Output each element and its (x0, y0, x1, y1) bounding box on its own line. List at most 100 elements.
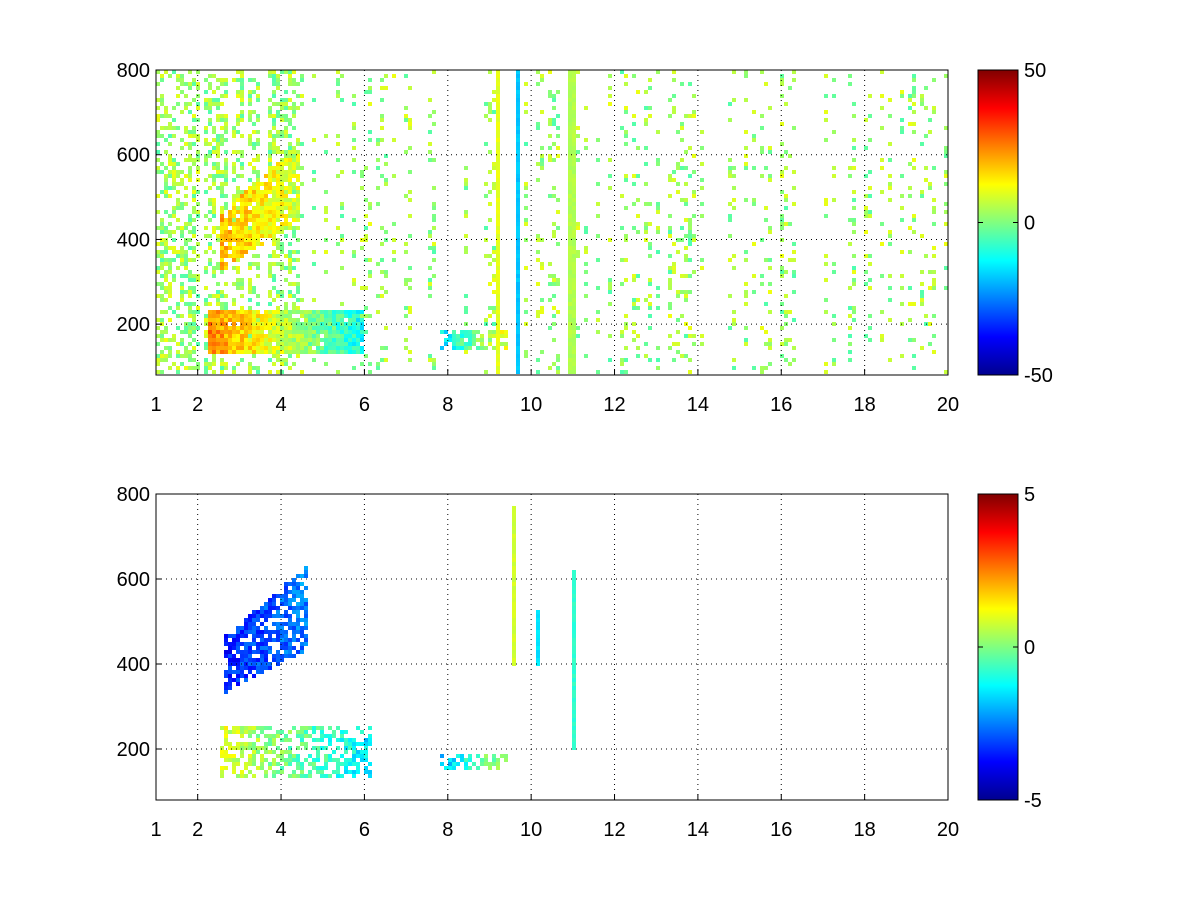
heatmap-cell (368, 738, 372, 742)
heatmap-cell (452, 330, 456, 334)
heatmap-cell (212, 266, 216, 270)
heatmap-cell (852, 206, 856, 210)
heatmap-cell (792, 70, 796, 74)
heatmap-cell (160, 94, 164, 98)
heatmap-cell (460, 346, 464, 350)
heatmap-cell (288, 82, 292, 86)
heatmap-cell (276, 202, 280, 206)
heatmap-cell (284, 158, 288, 162)
heatmap-cell (180, 274, 184, 278)
heatmap-cell (280, 202, 284, 206)
heatmap-cell (304, 642, 308, 646)
heatmap-cell (496, 118, 500, 122)
heatmap-cell (688, 222, 692, 226)
heatmap-cell (556, 146, 560, 150)
heatmap-cell (160, 310, 164, 314)
heatmap-cell (488, 342, 492, 346)
heatmap-cell (732, 206, 736, 210)
heatmap-cell (264, 342, 268, 346)
heatmap-cell (236, 150, 240, 154)
heatmap-cell (276, 746, 280, 750)
heatmap-cell (196, 82, 200, 86)
heatmap-cell (172, 174, 176, 178)
heatmap-cell (232, 746, 236, 750)
heatmap-cell (284, 342, 288, 346)
heatmap-cell (176, 302, 180, 306)
colorbar-tick-label: 5 (1024, 484, 1035, 506)
heatmap-cell (220, 214, 224, 218)
heatmap-cell (728, 118, 732, 122)
heatmap-cell (648, 106, 652, 110)
heatmap-cell (512, 662, 516, 666)
heatmap-cell (172, 214, 176, 218)
heatmap-cell (256, 618, 260, 622)
heatmap-cell (572, 230, 576, 234)
heatmap-cell (408, 198, 412, 202)
heatmap-cell (344, 310, 348, 314)
heatmap-cell (188, 70, 192, 74)
heatmap-cell (280, 770, 284, 774)
heatmap-cell (848, 82, 852, 86)
heatmap-cell (236, 230, 240, 234)
heatmap-cell (428, 234, 432, 238)
heatmap-cell (292, 362, 296, 366)
x-tick-label: 12 (603, 394, 625, 416)
heatmap-cell (348, 322, 352, 326)
heatmap-cell (292, 626, 296, 630)
heatmap-cell (512, 622, 516, 626)
heatmap-cell (432, 110, 436, 114)
heatmap-cell (340, 738, 344, 742)
heatmap-cell (184, 350, 188, 354)
heatmap-cell (308, 734, 312, 738)
heatmap-cell (332, 770, 336, 774)
heatmap-cell (496, 302, 500, 306)
heatmap-cell (296, 650, 300, 654)
heatmap-cell (644, 222, 648, 226)
heatmap-cell (572, 294, 576, 298)
heatmap-cell (248, 314, 252, 318)
heatmap-cell (228, 650, 232, 654)
heatmap-cell (216, 234, 220, 238)
heatmap-cell (452, 338, 456, 342)
heatmap-cell (248, 318, 252, 322)
heatmap-cell (252, 330, 256, 334)
heatmap-cell (224, 738, 228, 742)
heatmap-cell (292, 170, 296, 174)
heatmap-cell (496, 146, 500, 150)
heatmap-cell (336, 310, 340, 314)
heatmap-cell (256, 322, 260, 326)
heatmap-cell (404, 250, 408, 254)
heatmap-cell (380, 174, 384, 178)
heatmap-cell (404, 338, 408, 342)
heatmap-cell (192, 322, 196, 326)
heatmap-cell (428, 354, 432, 358)
heatmap-cell (240, 94, 244, 98)
heatmap-cell (228, 234, 232, 238)
heatmap-cell (644, 226, 648, 230)
heatmap-cell (944, 222, 948, 226)
heatmap-cell (788, 338, 792, 342)
heatmap-cell (368, 362, 372, 366)
heatmap-cell (888, 274, 892, 278)
heatmap-cell (248, 630, 252, 634)
heatmap-cell (312, 250, 316, 254)
heatmap-cell (572, 198, 576, 202)
heatmap-cell (324, 318, 328, 322)
heatmap-cell (368, 202, 372, 206)
heatmap-cell (196, 102, 200, 106)
heatmap-cell (220, 766, 224, 770)
heatmap-cell (764, 258, 768, 262)
heatmap-cell (328, 350, 332, 354)
heatmap-cell (256, 330, 260, 334)
heatmap-cell (688, 274, 692, 278)
heatmap-cell (308, 334, 312, 338)
heatmap-cell (252, 618, 256, 622)
heatmap-cell (256, 202, 260, 206)
heatmap-cell (292, 218, 296, 222)
heatmap-cell (288, 134, 292, 138)
heatmap-cell (324, 134, 328, 138)
heatmap-cell (172, 162, 176, 166)
heatmap-cell (252, 310, 256, 314)
heatmap-cell (204, 266, 208, 270)
heatmap-cell (168, 230, 172, 234)
